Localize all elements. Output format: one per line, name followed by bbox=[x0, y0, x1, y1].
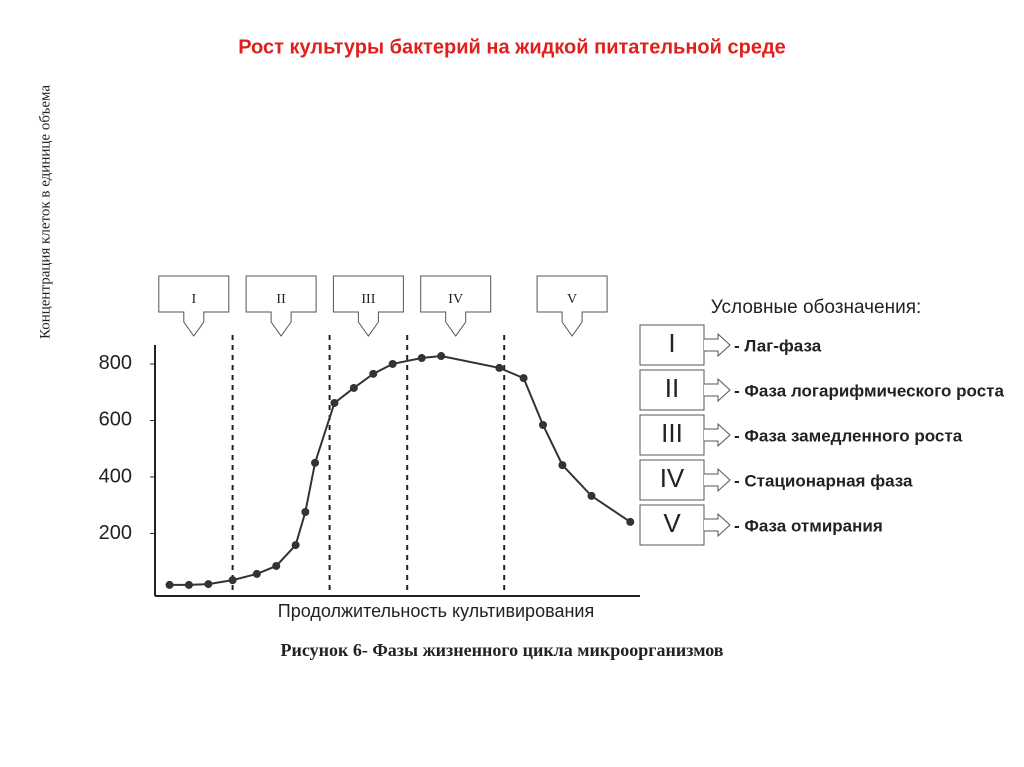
legend-text: - Стационарная фаза bbox=[734, 471, 913, 490]
point bbox=[587, 491, 596, 500]
phase-label: II bbox=[276, 292, 286, 307]
phase-box bbox=[332, 275, 404, 337]
point bbox=[388, 359, 397, 368]
phase-label: IV bbox=[448, 292, 463, 307]
caption: Рисунок 6- Фазы жизненного цикла микроор… bbox=[280, 640, 723, 660]
point bbox=[369, 369, 378, 378]
point bbox=[165, 580, 174, 589]
legend-symbol: I bbox=[668, 328, 675, 358]
phase-box bbox=[158, 275, 230, 337]
point bbox=[330, 398, 339, 407]
legend-text: - Лаг-фаза bbox=[734, 336, 822, 355]
line bbox=[169, 355, 631, 586]
legend-arrow bbox=[704, 422, 731, 448]
point bbox=[204, 580, 213, 589]
phase-box bbox=[420, 275, 492, 337]
legend-arrow bbox=[704, 377, 731, 403]
point bbox=[558, 461, 567, 470]
point bbox=[228, 576, 237, 585]
point bbox=[626, 517, 635, 526]
point bbox=[291, 541, 300, 550]
x-axis-label: Продолжительность культивирования bbox=[278, 601, 594, 621]
legend-arrow bbox=[704, 512, 731, 538]
y-tick-label: 800 bbox=[99, 352, 132, 374]
point bbox=[437, 352, 446, 361]
phase-box bbox=[536, 275, 608, 337]
point bbox=[301, 508, 310, 517]
y-tick-label: 400 bbox=[99, 465, 132, 487]
legend-text: - Фаза логарифмического роста bbox=[734, 381, 1004, 400]
legend-symbol: V bbox=[663, 508, 681, 538]
point bbox=[311, 458, 320, 467]
phase-label: III bbox=[361, 292, 375, 307]
legend-box bbox=[639, 504, 705, 546]
legend-arrow bbox=[704, 332, 731, 358]
point bbox=[184, 580, 193, 589]
point bbox=[252, 569, 261, 578]
y-axis-label: Концентрация клеток в единице объема bbox=[37, 85, 53, 339]
legend-title: Условные обозначения: bbox=[711, 297, 922, 318]
point bbox=[272, 561, 281, 570]
point bbox=[539, 420, 547, 429]
legend-symbol: III bbox=[661, 418, 683, 448]
legend-symbol: IV bbox=[660, 463, 685, 493]
legend-arrow bbox=[704, 467, 731, 493]
legend-symbol: II bbox=[665, 373, 679, 403]
point bbox=[417, 354, 426, 363]
legend-text: - Фаза замедленного роста bbox=[734, 426, 963, 445]
legend-box bbox=[639, 369, 705, 411]
legend-text: - Фаза отмирания bbox=[734, 516, 883, 535]
phase-label: V bbox=[567, 292, 577, 307]
legend-box bbox=[639, 414, 705, 456]
y-tick-label: 600 bbox=[99, 409, 132, 431]
chart-title: Рост культуры бактерий на жидкой питател… bbox=[238, 36, 786, 58]
legend-box bbox=[639, 459, 705, 501]
point bbox=[495, 363, 504, 372]
point bbox=[519, 374, 528, 383]
y-tick-label: 200 bbox=[99, 522, 132, 544]
point bbox=[349, 383, 358, 392]
phase-label: I bbox=[191, 292, 196, 307]
phase-box bbox=[245, 275, 317, 337]
legend-box bbox=[639, 324, 705, 366]
